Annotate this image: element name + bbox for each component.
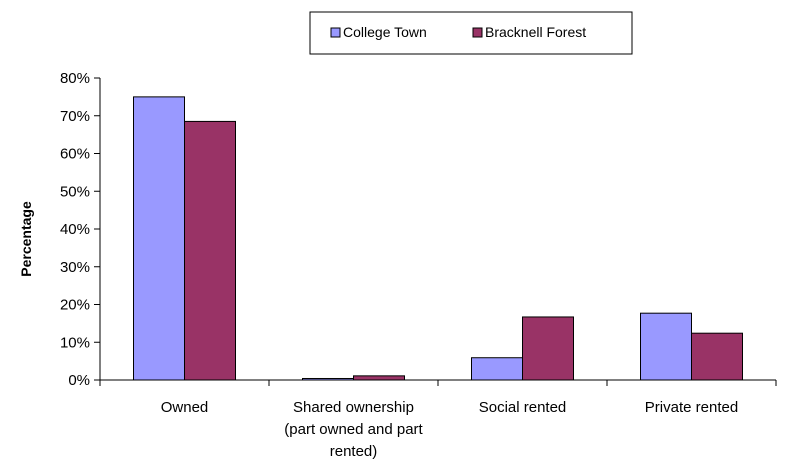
legend-label: College Town	[343, 24, 427, 40]
y-tick-label: 20%	[60, 297, 90, 314]
legend: College Town Bracknell Forest	[310, 12, 632, 54]
bar-college-town	[472, 358, 523, 380]
bar-college-town	[134, 97, 185, 380]
bar-bracknell-forest	[354, 376, 405, 380]
legend-swatch	[331, 28, 340, 37]
y-tick-label: 50%	[60, 183, 90, 200]
y-axis-label: Percentage	[18, 201, 34, 277]
bar-college-town	[641, 313, 692, 380]
y-axis: 0% 10% 20% 30% 40% 50% 60% 70% 80%	[60, 70, 100, 389]
x-tick-label: Social rented	[479, 399, 567, 416]
bar-bracknell-forest	[523, 317, 574, 380]
y-tick-label: 60%	[60, 146, 90, 163]
y-tick-label: 30%	[60, 259, 90, 276]
y-tick-label: 10%	[60, 334, 90, 351]
legend-swatch	[473, 28, 482, 37]
x-axis: Owned Shared ownership (part owned and par…	[100, 380, 776, 460]
x-tick-label: Private rented	[645, 399, 738, 416]
y-tick-label: 70%	[60, 108, 90, 125]
y-tick-label: 40%	[60, 221, 90, 238]
bars	[134, 97, 743, 380]
legend-label: Bracknell Forest	[485, 24, 586, 40]
x-tick-label: Shared ownership (part owned and part rent…	[284, 399, 423, 460]
x-tick-label: Owned	[161, 399, 209, 416]
bar-bracknell-forest	[692, 333, 743, 380]
y-tick-label: 80%	[60, 70, 90, 87]
bar-bracknell-forest	[185, 121, 236, 380]
y-tick-label: 0%	[68, 372, 90, 389]
